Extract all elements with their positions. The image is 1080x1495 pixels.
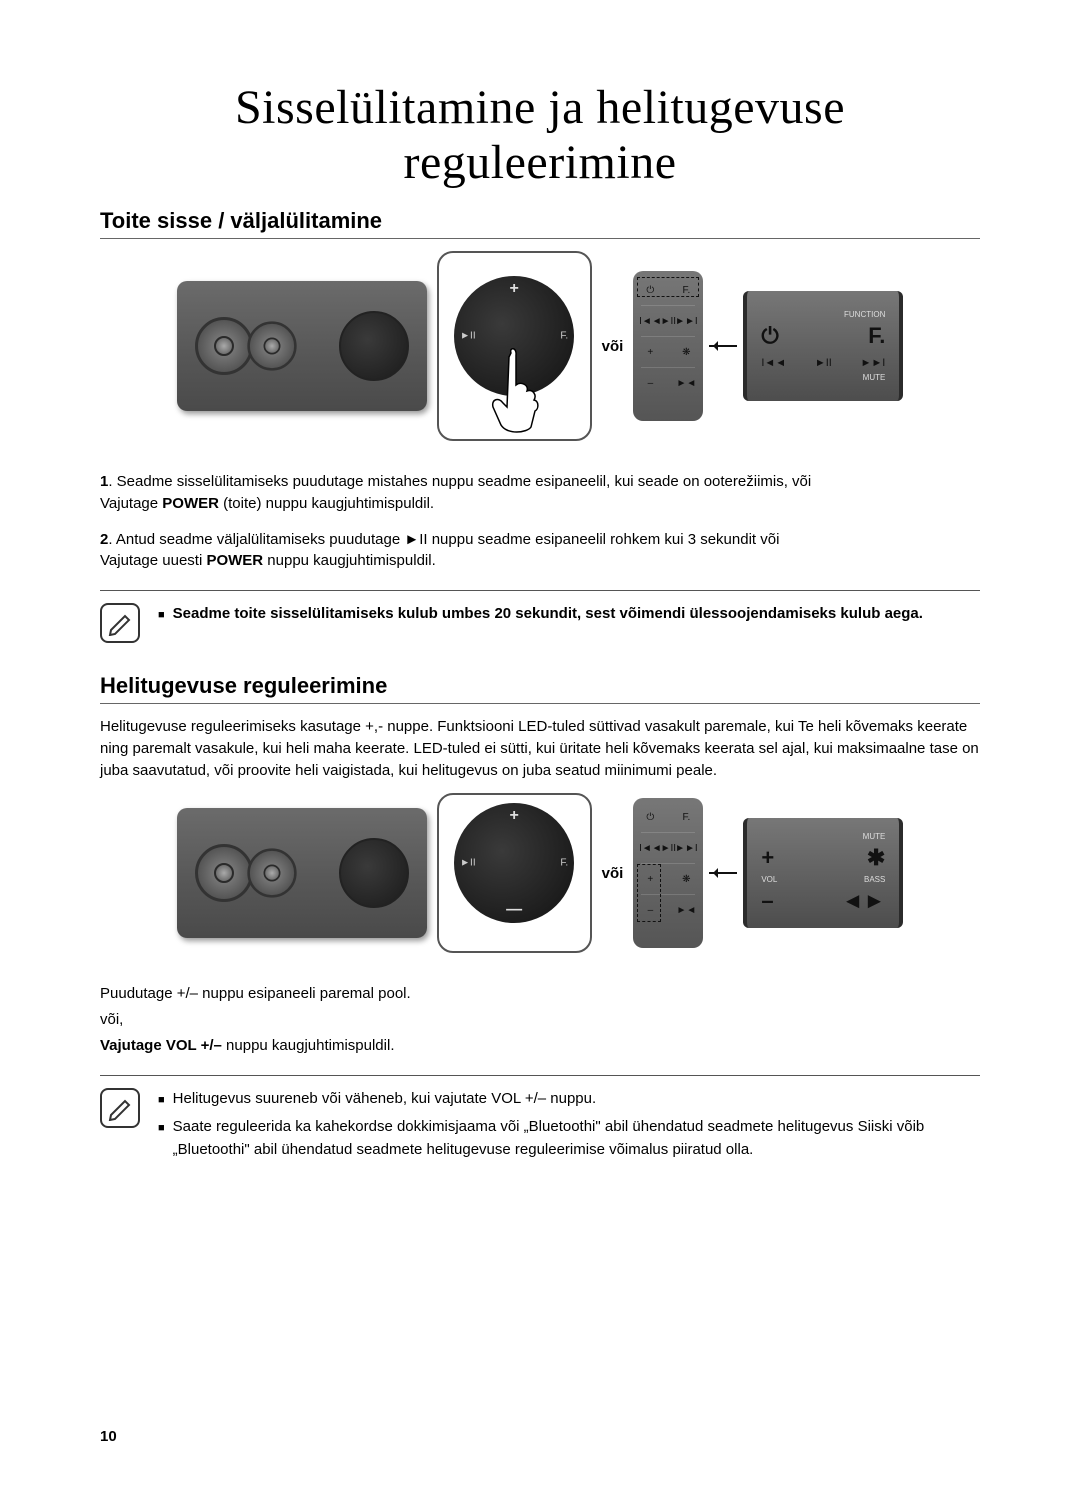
note-text: Seadme toite sisselülitamiseks kulub umb… (173, 603, 923, 626)
note-block-1: ■Seadme toite sisselülitamiseks kulub um… (100, 590, 980, 643)
figure-row-volume: + — ►II F. või ⏻ F. I◄◄ ►II ►►I + ❋ – ►◄ MUTE… (100, 793, 980, 953)
note-text-1: Helitugevus suureneb või väheneb, kui va… (173, 1088, 596, 1111)
section-volume-heading: Helitugevuse reguleerimine (100, 673, 980, 704)
touch-panel: + — ►II F. (437, 793, 592, 953)
or-label: või (602, 338, 624, 355)
prev-icon: I◄◄ (641, 312, 659, 330)
function-icon: F. (560, 331, 568, 342)
bass-label: BASS (864, 875, 885, 884)
note-icon (100, 603, 140, 643)
speaker-device (177, 808, 427, 938)
or-label: või (602, 865, 624, 882)
instruction-1: 1. Seadme sisselülitamiseks puudutage mi… (100, 471, 980, 515)
arrow-icon (709, 345, 737, 347)
touch-panel: + ►II F. (437, 251, 592, 441)
plus-icon: + (761, 845, 774, 871)
speaker-device (177, 281, 427, 411)
power-icon: ⏻ (761, 323, 778, 349)
play-pause-icon: ►II (460, 331, 475, 342)
volume-body: Helitugevuse reguleerimiseks kasutage +,… (100, 716, 980, 781)
mute-label: MUTE (761, 832, 885, 841)
bt-icon: ❋ (677, 343, 695, 361)
minus-icon: — (506, 901, 522, 919)
hand-icon (481, 345, 551, 435)
arrow-icon (709, 872, 737, 874)
remote-zoom-top: FUNCTION ⏻ F. I◄◄ ►II ►►I MUTE (743, 291, 903, 401)
volume-instr-3: Vajutage VOL +/– nuppu kaugjuhtimispuldi… (100, 1035, 980, 1057)
function-label: FUNCTION (761, 310, 885, 319)
play-pause-icon: ►II (460, 858, 475, 869)
function-icon: F. (868, 323, 885, 349)
prev-icon: I◄◄ (761, 357, 786, 369)
mute-label: MUTE (761, 373, 885, 382)
volume-instr-2: või, (100, 1009, 980, 1031)
plus-icon: + (641, 343, 659, 361)
dd-icon: ►◄ (677, 374, 695, 392)
page-number: 10 (100, 1428, 117, 1445)
remote-control: ⏻F. I◄◄►II►►I +❋ –►◄ (633, 271, 703, 421)
vol-label: VOL (761, 875, 777, 884)
section-power-heading: Toite sisse / väljalülitamine (100, 208, 980, 239)
function-icon: F. (560, 858, 568, 869)
dd-icon: ►◄ (677, 901, 695, 919)
function-icon: F. (677, 808, 695, 826)
next-icon: ►►I (861, 357, 886, 369)
next-icon: ►►I (677, 312, 695, 330)
plus-icon: + (509, 807, 518, 825)
power-icon: ⏻ (641, 808, 659, 826)
dd-icon: ◄► (842, 888, 886, 914)
bt-icon: ✱ (867, 845, 885, 871)
play-icon: ►II (815, 357, 832, 369)
plus-icon: + (509, 280, 518, 298)
prev-icon: I◄◄ (641, 839, 659, 857)
page-title: Sisselülitamine ja helitugevuse reguleer… (100, 80, 980, 190)
note-text-2: Saate reguleerida ka kahekordse dokkimis… (173, 1116, 980, 1161)
remote-zoom-vol: MUTE + ✱ VOL BASS – ◄► (743, 818, 903, 928)
instruction-2: 2. Antud seadme väljalülitamiseks puudut… (100, 529, 980, 573)
volume-instr-1: Puudutage +/– nuppu esipaneeli paremal p… (100, 983, 980, 1005)
bt-icon: ❋ (677, 870, 695, 888)
minus-icon: – (761, 888, 773, 914)
remote-control: ⏻F. I◄◄►II►►I +❋ –►◄ (633, 798, 703, 948)
note-block-2: ■Helitugevus suureneb või väheneb, kui v… (100, 1075, 980, 1168)
note-icon (100, 1088, 140, 1128)
next-icon: ►►I (677, 839, 695, 857)
minus-icon: – (641, 374, 659, 392)
figure-row-power: + ►II F. või ⏻ F. I◄◄ ►II ►►I + ❋ –►◄ FUNCTI… (100, 251, 980, 441)
